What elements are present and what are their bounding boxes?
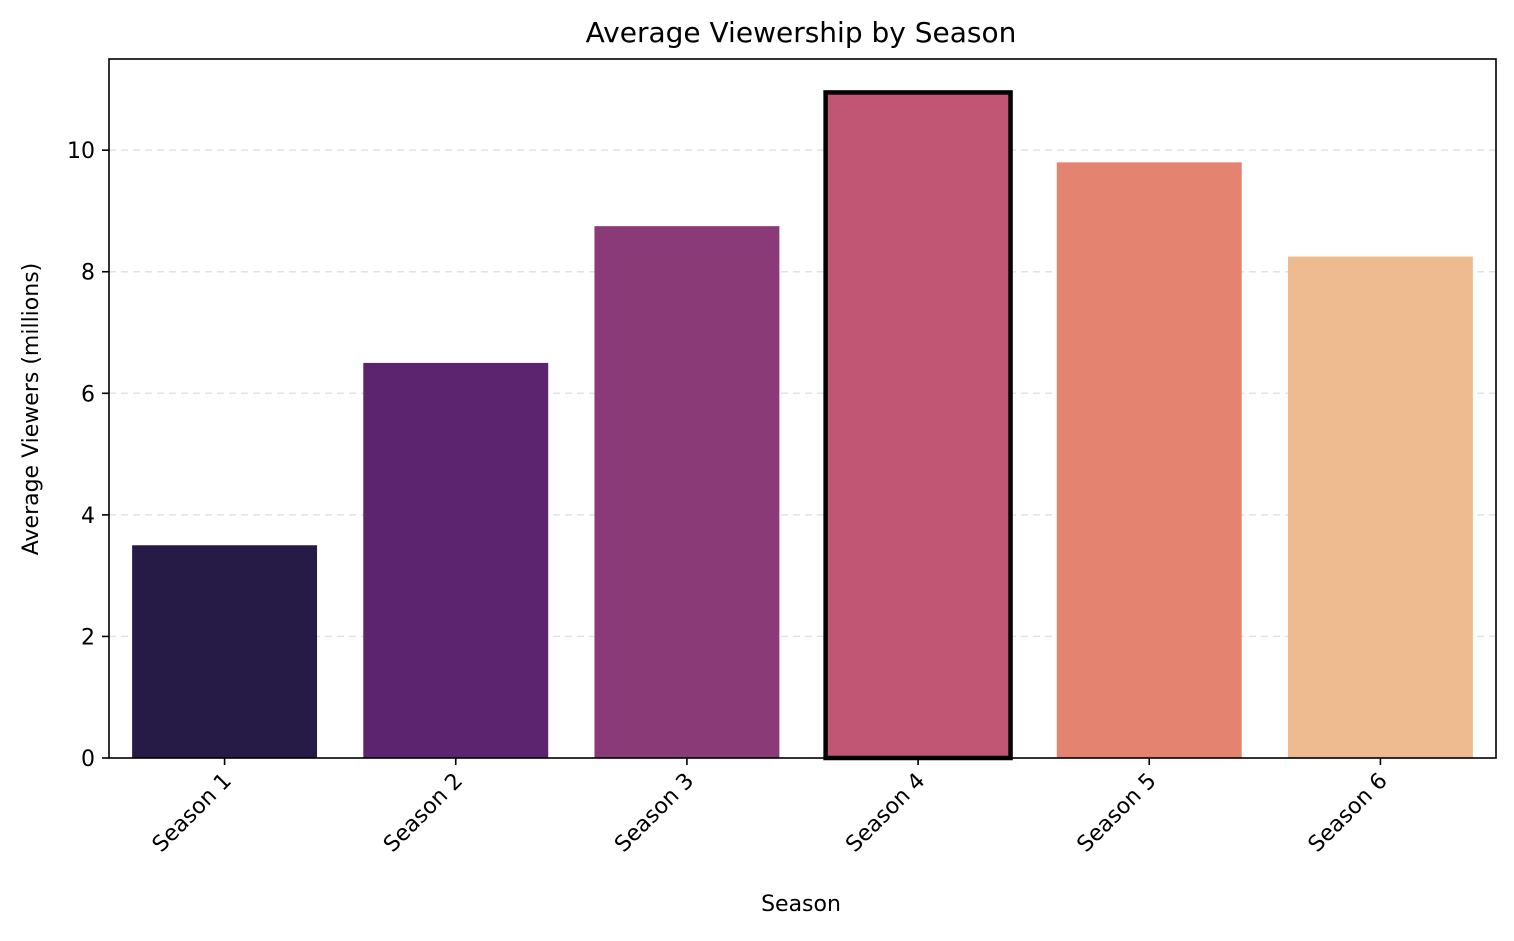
bar [1056,162,1242,758]
y-tick-label: 0 [81,747,95,772]
bars [132,90,1473,761]
x-axis-label: Season [761,892,841,917]
bar [363,362,549,758]
plot-frame [108,58,1497,759]
bar [132,545,318,758]
x-tick-label: Season 2 [379,769,468,858]
axes [102,58,1497,765]
bar [594,226,780,759]
x-tick-label: Season 6 [1304,769,1393,858]
y-axis-label: Average Viewers (millions) [19,263,44,556]
x-tick-label: Season 1 [148,769,237,858]
y-tick-label: 8 [81,261,95,286]
x-tick-label: Season 3 [610,769,699,858]
chart-title: Average Viewership by Season [586,16,1017,49]
y-tick-label: 2 [81,625,95,650]
x-tick-label: Season 5 [1073,769,1162,858]
grid-lines [109,149,1496,638]
x-tick-label: Season 4 [841,769,930,858]
y-tick-label: 10 [67,139,95,164]
bar [1287,256,1473,758]
y-tick-label: 6 [81,382,95,407]
y-tick-label: 4 [81,504,95,529]
bar-highlighted [823,90,1013,761]
